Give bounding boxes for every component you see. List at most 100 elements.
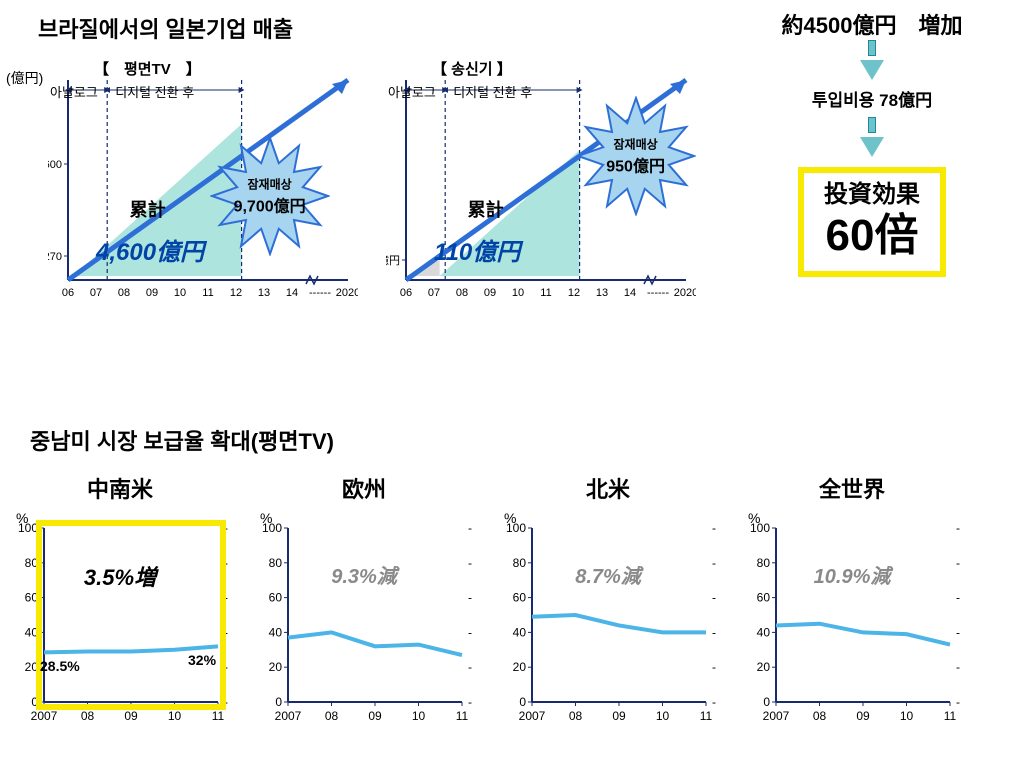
market-chart-title: 中南米 [10,472,230,504]
svg-text:60: 60 [757,591,771,605]
svg-text:09: 09 [146,287,158,299]
svg-text:2020: 2020 [336,287,358,299]
summary-panel: 約4500億円 増加 투입비용 78億円 投資効果 60倍 [742,8,1002,277]
area-chart: 20億円060708091011121314------2020【 송신기 】아… [386,60,736,370]
svg-text:-: - [956,625,960,639]
svg-text:-: - [712,695,716,709]
svg-text:2020: 2020 [674,287,696,299]
svg-text:2007: 2007 [31,709,58,723]
market-chart: 欧州0-20-40-60-80-100-200708091011%9.3%減 [254,472,474,728]
svg-text:80: 80 [269,556,283,570]
effect-box: 投資効果 60倍 [798,167,946,277]
page-title-bottom: 중남미 시장 보급율 확대(평면TV) [30,424,334,456]
svg-text:-: - [712,556,716,570]
svg-text:10: 10 [512,287,524,299]
market-chart-plot: 0-20-40-60-80-100-200708091011%10.9%減 [742,508,962,728]
svg-text:-: - [956,556,960,570]
svg-text:14: 14 [624,287,636,299]
svg-text:11: 11 [212,709,225,723]
cumulative-value: 4,600億円 [96,232,204,267]
area-chart: 2701,600060708091011121314------2020【 평면… [48,60,398,370]
market-chart-title: 北米 [498,472,718,504]
market-chart-title: 欧州 [254,472,474,504]
svg-text:11: 11 [944,709,957,723]
svg-text:08: 08 [456,287,468,299]
y-unit-percent: % [748,510,760,526]
svg-text:09: 09 [368,709,382,723]
svg-text:2007: 2007 [275,709,302,723]
market-chart-title: 全世界 [742,472,962,504]
svg-text:06: 06 [400,287,412,299]
svg-text:20: 20 [513,660,527,674]
svg-text:------: ------ [309,287,331,299]
svg-text:-: - [956,660,960,674]
svg-text:13: 13 [596,287,608,299]
svg-text:08: 08 [81,709,95,723]
svg-text:0: 0 [519,695,526,709]
period-digital-label: 디지털 전환 후 [453,82,532,101]
period-analog-label: 아날로그 [50,82,98,101]
period-digital-label: 디지털 전환 후 [115,82,194,101]
svg-text:12: 12 [230,287,242,299]
svg-text:09: 09 [856,709,870,723]
svg-text:12: 12 [568,287,580,299]
svg-text:2007: 2007 [763,709,790,723]
svg-text:-: - [712,660,716,674]
svg-text:06: 06 [62,287,74,299]
svg-text:-: - [468,591,472,605]
svg-text:-: - [468,521,472,535]
period-analog-label: 아날로그 [388,82,436,101]
starburst-callout: 잠재매상9,700億円 [210,136,330,256]
cumulative-value: 110億円 [434,232,520,267]
end-value-label: 32% [188,652,216,668]
starburst-callout: 잠재매상950億円 [576,96,696,216]
svg-text:-: - [956,591,960,605]
svg-text:08: 08 [118,287,130,299]
svg-text:2007: 2007 [519,709,546,723]
svg-text:10: 10 [412,709,426,723]
svg-text:10: 10 [656,709,670,723]
market-chart: 全世界0-20-40-60-80-100-200708091011%10.9%減 [742,472,962,728]
effect-multiplier: 60倍 [824,210,920,263]
market-chart: 北米0-20-40-60-80-100-200708091011%8.7%減 [498,472,718,728]
market-chart-plot: 0-20-40-60-80-100-200708091011%8.7%減 [498,508,718,728]
svg-text:-: - [468,695,472,709]
cumulative-label: 累計 [130,196,166,222]
svg-text:------: ------ [647,287,669,299]
svg-text:11: 11 [700,709,713,723]
svg-text:09: 09 [612,709,626,723]
down-arrow-icon [860,137,884,157]
svg-text:-: - [468,625,472,639]
svg-text:270: 270 [48,251,62,263]
svg-text:10: 10 [174,287,186,299]
svg-text:10: 10 [168,709,182,723]
highlight-border [36,520,226,710]
arrow-stem [868,117,876,133]
svg-text:10: 10 [900,709,914,723]
area-chart-title: 【 평면TV 】 [94,58,201,79]
svg-text:0: 0 [275,695,282,709]
svg-text:20億円: 20億円 [386,254,400,267]
svg-text:40: 40 [513,625,527,639]
svg-text:11: 11 [202,287,213,299]
svg-text:08: 08 [569,709,583,723]
svg-text:08: 08 [813,709,827,723]
svg-text:07: 07 [428,287,440,299]
change-percent: 8.7%減 [575,560,641,589]
svg-text:-: - [468,556,472,570]
summary-amount: 約4500億円 増加 [742,8,1002,40]
svg-text:-: - [956,521,960,535]
market-chart-plot: 0-20-40-60-80-100-200708091011%9.3%減 [254,508,474,728]
y-unit-percent: % [16,510,28,526]
page-title-top: 브라질에서의 일본기업 매출 [38,12,293,44]
market-chart-plot: 0-20-40-60-80-100-200708091011%3.5%増28.5… [10,508,230,728]
svg-text:40: 40 [757,625,771,639]
svg-text:14: 14 [286,287,298,299]
svg-text:1,600: 1,600 [48,159,62,171]
svg-text:08: 08 [325,709,339,723]
y-axis-unit: (億円) [6,68,43,88]
down-arrow-icon [860,60,884,80]
svg-text:-: - [956,695,960,709]
change-percent: 10.9%減 [814,560,891,589]
svg-text:80: 80 [513,556,527,570]
